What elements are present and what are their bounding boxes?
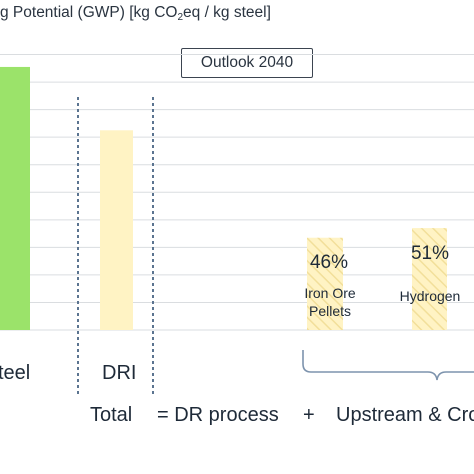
bar-hydrogen: [412, 228, 447, 330]
data-label-hydrogen: 51%: [410, 243, 450, 264]
tick-label-hydrogen: Hydrogen: [399, 288, 461, 304]
title-prefix: g Potential (GWP) [kg CO: [0, 4, 178, 21]
bar-dri: [100, 130, 133, 330]
xlabel-steel: teel: [0, 362, 31, 384]
footer-dr-process: = DR process: [157, 404, 279, 426]
title-suffix: eq / kg steel]: [183, 4, 271, 21]
title-subscript: 2: [177, 12, 184, 23]
upstream-brace: [302, 350, 474, 381]
footer-plus: +: [303, 404, 315, 426]
bars: [0, 66, 447, 330]
xlabel-dri: DRI: [102, 362, 137, 384]
data-label-iron-ore: 46%: [309, 252, 349, 273]
footer-total: Total: [90, 404, 133, 426]
footer-upstream: Upstream & Cro: [336, 404, 474, 426]
chart-title: g Potential (GWP) [kg CO2eq / kg steel]: [0, 4, 271, 23]
bar-steel: [0, 66, 30, 330]
outlook-box: Outlook 2040: [181, 48, 313, 78]
bar-iron-ore-pellets: [307, 237, 343, 330]
tick-label-iron-ore: Iron Ore Pellets: [304, 285, 356, 319]
